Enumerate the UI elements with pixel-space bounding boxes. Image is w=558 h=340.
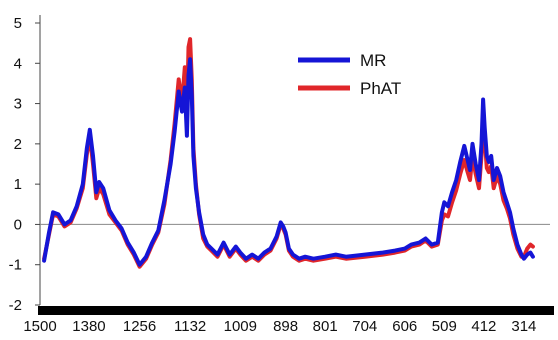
legend: MR PhAT xyxy=(298,51,401,98)
x-tick-label: 704 xyxy=(352,318,377,335)
y-tick-label: 4 xyxy=(14,55,22,72)
x-tick-label: 801 xyxy=(313,318,338,335)
plot-area xyxy=(38,15,554,315)
x-tick-label: 1256 xyxy=(123,318,156,335)
x-tick-label: 509 xyxy=(432,318,457,335)
y-tick-label: 2 xyxy=(14,136,22,153)
y-tick-label: 1 xyxy=(14,176,22,193)
x-tick-label: 412 xyxy=(471,318,496,335)
y-tick-label: -2 xyxy=(9,297,22,314)
y-tick-label: -1 xyxy=(9,257,22,274)
x-tick-label: 1500 xyxy=(23,318,56,335)
x-tick-label: 898 xyxy=(273,318,298,335)
x-tick-label: 1132 xyxy=(174,318,206,335)
x-tick-label: 1009 xyxy=(224,318,257,335)
x-tick-label: 606 xyxy=(392,318,417,335)
legend-label-phat: PhAT xyxy=(360,79,401,98)
y-tick-label: 0 xyxy=(14,216,22,233)
y-tick-label: 3 xyxy=(14,96,22,113)
x-tick-label: 1380 xyxy=(72,318,105,335)
series-line-phat xyxy=(42,37,535,269)
series-line-mr xyxy=(42,57,535,267)
legend-label-mr: MR xyxy=(360,51,386,70)
x-tick-label: 314 xyxy=(511,318,536,335)
y-tick-label: 5 xyxy=(14,15,22,32)
x-axis-band xyxy=(38,306,554,315)
